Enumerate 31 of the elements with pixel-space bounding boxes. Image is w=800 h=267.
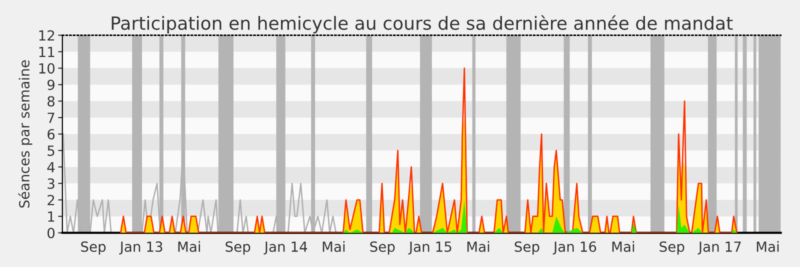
x-tick-label: Sep: [81, 241, 106, 255]
x-tick-label: Mai: [322, 241, 345, 252]
y-tick-label: 9: [47, 80, 54, 90]
y-tick-label: 2: [48, 194, 54, 206]
y-tick-label: 5: [48, 146, 54, 156]
y-tick-label: 6: [48, 129, 55, 140]
x-tick-label: Jan 14: [264, 242, 308, 254]
x-tick-label: Sep: [226, 241, 250, 255]
y-tick-label: 1: [48, 212, 54, 222]
x-tick-label: Jan 17: [698, 242, 741, 254]
x-tick-label: Mai: [178, 241, 200, 252]
y-axis-title: Séances par semaine: [18, 60, 32, 208]
y-tick-label: 11: [39, 46, 54, 57]
x-tick-label: Mai: [756, 241, 779, 252]
x-tick-label: Sep: [660, 241, 684, 255]
x-tick-label: Sep: [370, 241, 395, 255]
x-tick-label: Sep: [514, 241, 540, 255]
x-tick-label: Jan 16: [552, 241, 596, 254]
x-tick-label: Mai: [612, 241, 634, 252]
x-tick-label: Jan 15: [408, 242, 452, 254]
y-tick-label: 0: [48, 228, 55, 238]
chart-title: Participation en hemicycle au cours de sa dernière année de mandat: [112, 15, 733, 34]
y-tick-label: 8: [48, 96, 55, 107]
y-tick-label: 3: [48, 178, 54, 189]
y-tick-label: 7: [48, 112, 54, 123]
y-tick-label: 4: [47, 162, 55, 172]
y-tick-label: 10: [39, 63, 55, 74]
x-tick-label: Jan 13: [119, 241, 162, 254]
line-series: [120, 67, 738, 233]
x-tick-label: Mai: [467, 241, 490, 252]
y-tick-label: 12: [39, 30, 54, 41]
